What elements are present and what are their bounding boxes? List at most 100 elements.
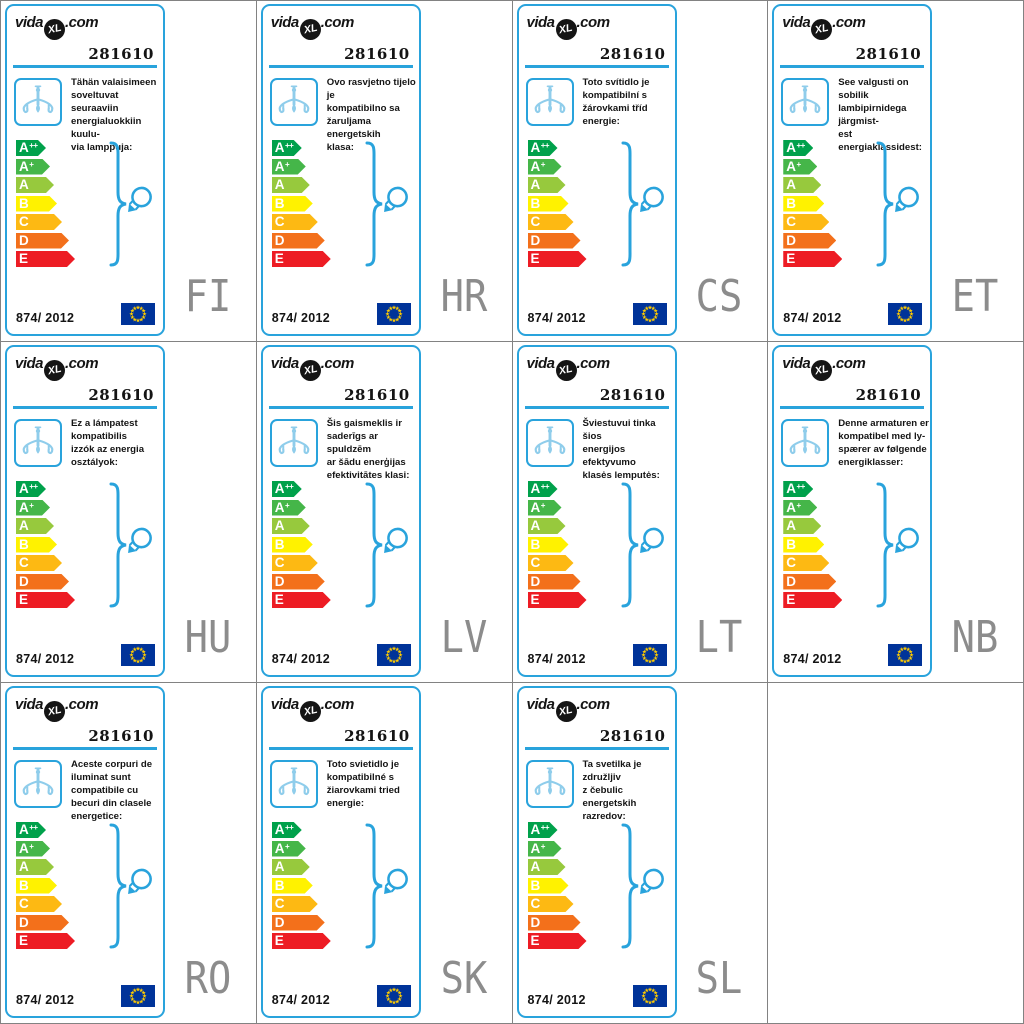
regulation-number: 874/ 2012 <box>527 993 586 1007</box>
regulation-number: 874/ 2012 <box>16 652 75 666</box>
logo-text-vida: vida <box>270 14 300 31</box>
energy-class-row: A+ <box>528 159 562 175</box>
chandelier-icon <box>14 419 62 467</box>
energy-class-row: A <box>16 518 54 534</box>
logo-text-com: .com <box>65 14 99 31</box>
energy-class-letter: B <box>19 877 29 893</box>
eu-flag-icon <box>121 644 155 666</box>
logo-text-com: .com <box>576 14 611 31</box>
energy-class-row: A++ <box>783 140 813 156</box>
logo-text-com: .com <box>576 696 611 713</box>
energy-class-row: E <box>783 592 842 608</box>
logo-text-vida: vida <box>526 696 556 713</box>
product-number: 281610 <box>344 727 410 745</box>
chandelier-icon <box>269 760 318 808</box>
energy-class-letter: E <box>274 592 284 608</box>
compatibility-text: Ta svetilka je združljiv z čebulic energ… <box>582 759 642 822</box>
energy-class-letter: A++ <box>530 140 550 156</box>
energy-class-letter: B <box>530 536 541 552</box>
energy-scale: A++ A+ A B C D E <box>16 822 75 949</box>
energy-class-letter: C <box>530 214 541 230</box>
product-number: 281610 <box>344 45 410 63</box>
logo-xl-text: XL <box>302 703 319 719</box>
eu-flag-icon <box>888 644 923 666</box>
energy-class-letter: E <box>786 592 796 608</box>
eu-flag-icon <box>376 644 411 666</box>
compatibility-text: Šis gaismeklis ir saderīgs ar spuldzēm a… <box>326 418 410 481</box>
energy-class-letter: E <box>274 933 284 949</box>
energy-class-row: C <box>16 214 62 230</box>
energy-class-row: E <box>16 933 75 949</box>
energy-class-row: A+ <box>272 159 306 175</box>
label-cell: vida XL .com 281610 <box>1 1 256 341</box>
language-code: HU <box>184 612 232 663</box>
logo-xl-text: XL <box>46 362 63 378</box>
energy-class-row: C <box>272 896 318 912</box>
logo-text-vida: vida <box>782 14 811 31</box>
energy-class-letter: A++ <box>274 822 294 838</box>
energy-class-row: D <box>272 233 325 249</box>
energy-class-row: C <box>272 555 318 571</box>
energy-class-row: A+ <box>272 500 306 516</box>
logo-xl-badge-icon: XL <box>299 18 321 40</box>
energy-class-letter: A++ <box>19 140 38 156</box>
label-cell: vida XL .com 281610 <box>256 683 512 1023</box>
brace-icon <box>365 482 383 608</box>
eu-flag-icon <box>632 985 667 1007</box>
brace-icon <box>109 823 127 949</box>
energy-class-letter: A <box>530 859 541 875</box>
energy-class-letter: A <box>786 177 796 193</box>
language-code: LV <box>440 612 487 663</box>
energy-scale: A++ A+ A B C D E <box>528 140 587 267</box>
compatibility-text: See valgusti on sobilik lambipirnidega j… <box>838 77 922 153</box>
empty-cell <box>768 683 1023 1023</box>
energy-class-row: A <box>528 859 566 875</box>
bulb-icon <box>639 527 664 554</box>
energy-class-letter: A <box>274 859 285 875</box>
bulb-icon <box>128 868 152 895</box>
energy-class-row: C <box>528 214 574 230</box>
brace-icon <box>621 141 638 267</box>
energy-class-letter: A <box>530 177 541 193</box>
energy-class-row: E <box>272 251 331 267</box>
energy-class-row: E <box>528 251 587 267</box>
logo-text-vida: vida <box>15 355 44 372</box>
energy-class-row: D <box>272 915 325 931</box>
divider-rule <box>13 747 157 750</box>
regulation-number: 874/ 2012 <box>16 993 75 1007</box>
energy-scale: A++ A+ A B C D E <box>272 481 331 608</box>
divider-rule <box>524 747 669 750</box>
logo-xl-text: XL <box>813 21 830 37</box>
compatibility-text: Ez a lámpatest kompatibilis izzók az ene… <box>71 418 145 468</box>
energy-class-letter: A+ <box>786 158 801 174</box>
energy-class-letter: A <box>19 177 29 193</box>
logo-xl-badge-icon: XL <box>811 359 833 381</box>
energy-class-row: C <box>528 896 574 912</box>
language-code: SK <box>440 953 487 1004</box>
product-number: 281610 <box>855 386 922 404</box>
energy-class-letter: A++ <box>786 481 805 497</box>
energy-class-letter: B <box>274 195 285 211</box>
energy-class-row: A++ <box>272 140 302 156</box>
divider-rule <box>524 406 669 409</box>
energy-scale: A++ A+ A B C D E <box>16 140 75 267</box>
regulation-number: 874/ 2012 <box>783 652 842 666</box>
vidaxl-logo: vida XL .com <box>271 696 354 722</box>
energy-class-letter: C <box>19 555 29 571</box>
energy-label-card: vida XL .com 281610 <box>5 4 165 336</box>
vidaxl-logo: vida XL .com <box>271 14 354 40</box>
energy-class-row: A <box>16 177 54 193</box>
energy-class-row: B <box>783 196 824 212</box>
energy-class-row: A+ <box>783 500 817 516</box>
energy-class-row: D <box>16 233 69 249</box>
energy-class-letter: A+ <box>530 499 545 515</box>
energy-class-row: A++ <box>272 822 302 838</box>
eu-flag-icon <box>121 985 155 1007</box>
brace-icon <box>365 823 383 949</box>
energy-scale: A++ A+ A B C D E <box>272 140 331 267</box>
energy-class-letter: D <box>274 232 285 248</box>
divider-rule <box>268 406 413 409</box>
energy-class-row: A <box>272 518 310 534</box>
chandelier-icon <box>525 78 574 126</box>
logo-text-com: .com <box>320 14 355 31</box>
